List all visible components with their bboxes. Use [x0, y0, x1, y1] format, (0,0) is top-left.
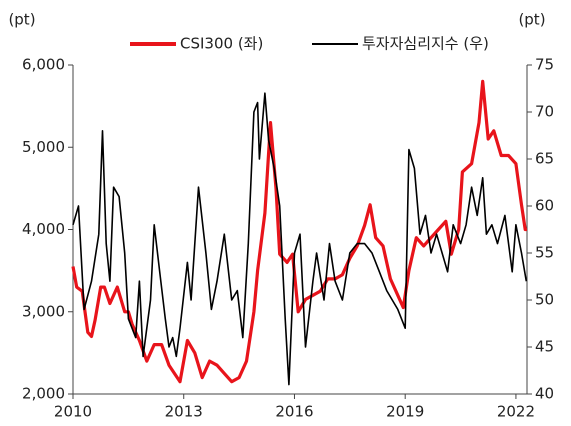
y2-tick-label: 40 — [535, 385, 554, 403]
y2-tick-label: 45 — [535, 338, 554, 356]
y2-tick-label: 65 — [535, 150, 554, 168]
x-tick-label: 2016 — [275, 403, 313, 421]
y2-tick-label: 60 — [535, 197, 554, 215]
y-tick-label: 6,000 — [22, 56, 65, 74]
y-tick-label: 4,000 — [22, 220, 65, 238]
series-line — [71, 79, 527, 384]
x-tick-label: 2022 — [497, 403, 535, 421]
series-line — [72, 92, 528, 386]
legend-label: 투자자심리지수 (우) — [362, 35, 489, 53]
y-tick-label: 3,000 — [22, 302, 65, 320]
y-tick-label: 5,000 — [22, 138, 65, 156]
y-axis-label: (pt) — [8, 11, 35, 29]
y2-tick-label: 55 — [535, 244, 554, 262]
x-tick-label: 2013 — [165, 403, 203, 421]
y2-axis-label: (pt) — [518, 11, 545, 29]
x-tick-label: 2010 — [54, 403, 92, 421]
y2-tick-label: 75 — [535, 56, 554, 74]
x-tick-label: 2019 — [386, 403, 424, 421]
legend-label: CSI300 (좌) — [180, 35, 263, 53]
y2-tick-label: 70 — [535, 103, 554, 121]
y-tick-label: 2,000 — [22, 385, 65, 403]
y2-tick-label: 50 — [535, 291, 554, 309]
